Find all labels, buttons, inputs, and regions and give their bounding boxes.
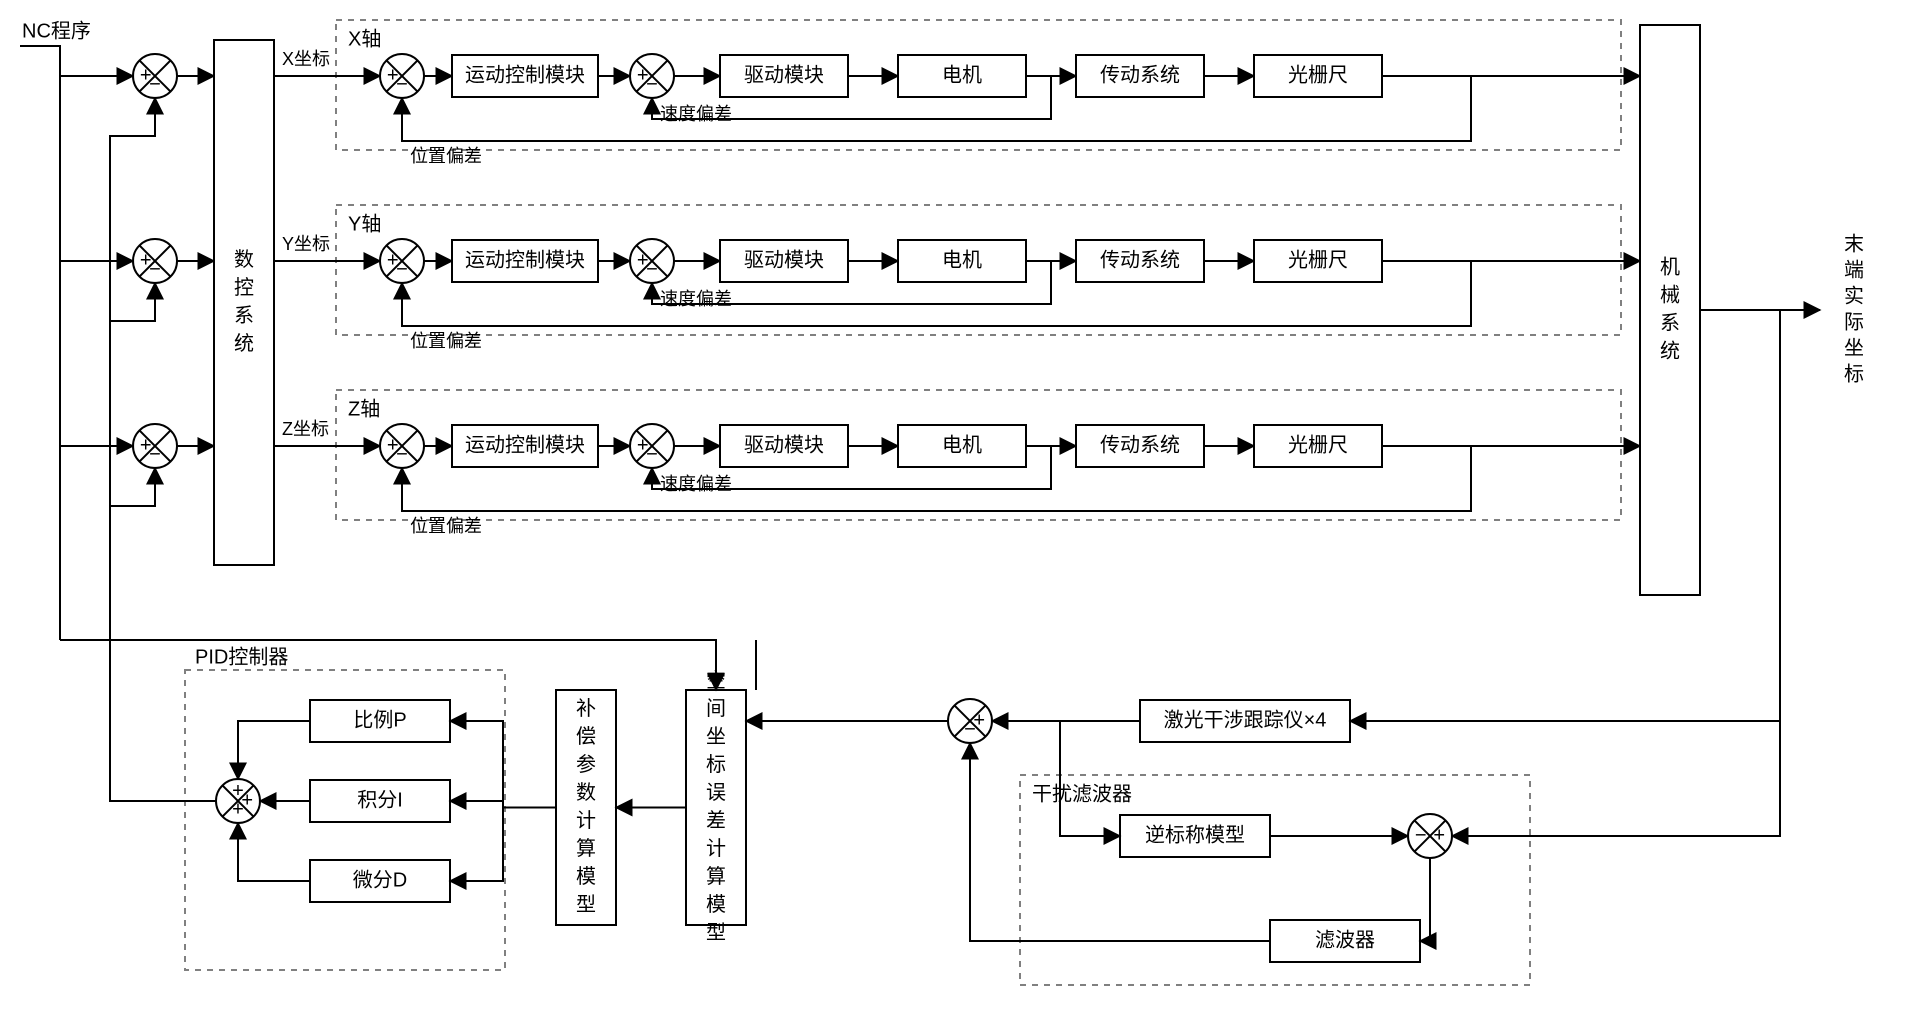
svg-text:系: 系 — [234, 304, 254, 327]
svg-text:统: 统 — [234, 332, 254, 355]
svg-text:标: 标 — [706, 753, 726, 776]
svg-text:运动控制模块: 运动控制模块 — [465, 248, 585, 271]
svg-text:模: 模 — [706, 893, 726, 916]
svg-text:X轴: X轴 — [348, 27, 381, 50]
svg-text:位置偏差: 位置偏差 — [410, 516, 482, 536]
svg-text:−: − — [396, 259, 408, 281]
svg-text:计: 计 — [706, 837, 726, 860]
svg-text:位置偏差: 位置偏差 — [410, 331, 482, 351]
svg-text:−: − — [396, 74, 408, 96]
svg-text:末: 末 — [1844, 232, 1864, 255]
svg-text:Z坐标: Z坐标 — [282, 419, 329, 439]
svg-text:电机: 电机 — [942, 63, 982, 86]
svg-text:−: − — [646, 74, 658, 96]
svg-text:标: 标 — [1844, 362, 1864, 385]
svg-text:−: − — [149, 444, 161, 466]
svg-text:速度偏差: 速度偏差 — [660, 289, 732, 309]
svg-text:−: − — [396, 444, 408, 466]
svg-text:滤波器: 滤波器 — [1315, 928, 1375, 951]
svg-text:型: 型 — [576, 893, 596, 916]
svg-text:光栅尺: 光栅尺 — [1288, 248, 1348, 271]
svg-text:械: 械 — [1660, 283, 1680, 306]
control-block-diagram: NC程序+−+−+−数控系统X轴X坐标+−运动控制模块+−驱动模块电机传动系统光… — [0, 0, 1911, 1016]
svg-text:Z轴: Z轴 — [348, 397, 380, 420]
svg-text:NC程序: NC程序 — [22, 19, 91, 42]
svg-text:运动控制模块: 运动控制模块 — [465, 433, 585, 456]
svg-text:−: − — [1415, 824, 1427, 846]
svg-text:干扰滤波器: 干扰滤波器 — [1032, 782, 1132, 805]
svg-text:坐: 坐 — [706, 725, 726, 748]
svg-text:比例P: 比例P — [353, 708, 406, 731]
svg-text:算: 算 — [576, 837, 596, 860]
svg-text:传动系统: 传动系统 — [1100, 248, 1180, 271]
svg-text:间: 间 — [706, 697, 726, 720]
svg-text:速度偏差: 速度偏差 — [660, 474, 732, 494]
svg-text:激光干涉跟踪仪×4: 激光干涉跟踪仪×4 — [1164, 708, 1327, 731]
svg-text:+: + — [232, 799, 244, 821]
svg-text:位置偏差: 位置偏差 — [410, 146, 482, 166]
svg-text:驱动模块: 驱动模块 — [744, 63, 824, 86]
svg-text:−: − — [149, 259, 161, 281]
svg-text:控: 控 — [234, 276, 254, 299]
svg-text:系: 系 — [1660, 311, 1680, 334]
svg-text:误: 误 — [706, 782, 726, 804]
svg-text:−: − — [149, 74, 161, 96]
svg-text:Y轴: Y轴 — [348, 212, 381, 235]
svg-text:−: − — [646, 444, 658, 466]
svg-text:积分I: 积分I — [357, 788, 403, 811]
svg-text:补: 补 — [576, 697, 596, 720]
svg-text:端: 端 — [1844, 258, 1864, 281]
svg-text:电机: 电机 — [942, 433, 982, 456]
svg-text:PID控制器: PID控制器 — [195, 645, 288, 668]
svg-text:逆标称模型: 逆标称模型 — [1145, 823, 1245, 846]
svg-text:型: 型 — [706, 921, 726, 944]
svg-text:际: 际 — [1844, 310, 1864, 333]
svg-text:传动系统: 传动系统 — [1100, 433, 1180, 456]
svg-text:电机: 电机 — [942, 248, 982, 271]
svg-text:差: 差 — [706, 809, 726, 832]
svg-text:光栅尺: 光栅尺 — [1288, 433, 1348, 456]
svg-text:−: − — [964, 719, 976, 741]
svg-text:+: + — [1433, 824, 1445, 846]
svg-text:X坐标: X坐标 — [282, 49, 330, 69]
svg-text:实: 实 — [1844, 284, 1864, 307]
svg-text:统: 统 — [1660, 339, 1680, 362]
svg-text:传动系统: 传动系统 — [1100, 63, 1180, 86]
svg-text:数: 数 — [576, 781, 596, 804]
svg-text:驱动模块: 驱动模块 — [744, 248, 824, 271]
svg-text:算: 算 — [706, 865, 726, 888]
svg-text:−: − — [646, 259, 658, 281]
svg-text:微分D: 微分D — [353, 868, 407, 891]
svg-text:参: 参 — [576, 753, 596, 776]
svg-text:数: 数 — [234, 248, 254, 271]
svg-text:速度偏差: 速度偏差 — [660, 104, 732, 124]
svg-text:光栅尺: 光栅尺 — [1288, 63, 1348, 86]
svg-text:驱动模块: 驱动模块 — [744, 433, 824, 456]
svg-text:机: 机 — [1660, 255, 1680, 278]
svg-text:模: 模 — [576, 865, 596, 888]
svg-text:Y坐标: Y坐标 — [282, 234, 330, 254]
svg-text:坐: 坐 — [1844, 336, 1864, 359]
svg-text:运动控制模块: 运动控制模块 — [465, 63, 585, 86]
svg-text:计: 计 — [576, 809, 596, 832]
svg-text:偿: 偿 — [576, 725, 596, 748]
